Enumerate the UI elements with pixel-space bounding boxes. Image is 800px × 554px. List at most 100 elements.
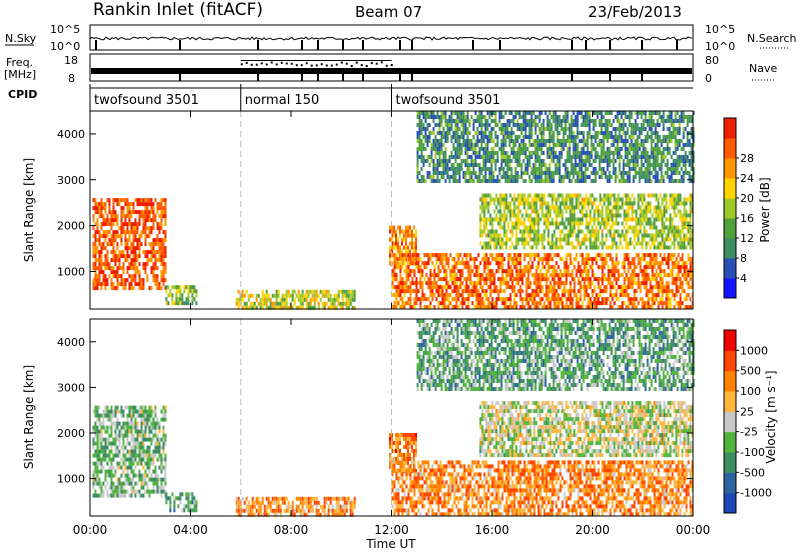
heatmap-cell: [554, 163, 557, 167]
heatmap-cell: [537, 237, 540, 242]
heatmap-cell: [608, 123, 611, 127]
heatmap-cell: [501, 261, 504, 266]
heatmap-cell: [563, 233, 566, 238]
heatmap-cell: [617, 221, 620, 226]
heatmap-cell: [285, 293, 288, 298]
heatmap-cell: [415, 245, 417, 250]
heatmap-cell: [130, 210, 133, 215]
heatmap-cell: [162, 198, 165, 203]
heatmap-cell: [611, 237, 614, 242]
heatmap-cell: [458, 143, 461, 147]
heatmap-cell: [633, 277, 636, 282]
heatmap-cell: [605, 285, 608, 290]
heatmap-cell: [549, 273, 552, 278]
heatmap-cell: [563, 305, 566, 310]
heatmap-cell: [545, 305, 548, 310]
heatmap-cell: [481, 205, 484, 210]
heatmap-cell: [635, 305, 638, 310]
heatmap-cell: [637, 205, 640, 210]
heatmap-cell: [335, 305, 338, 310]
heatmap-cell: [313, 297, 316, 302]
heatmap-cell: [512, 155, 515, 159]
heatmap-cell: [552, 159, 555, 163]
heatmap-cell: [620, 147, 623, 151]
heatmap-cell: [579, 229, 582, 234]
heatmap-cell: [683, 205, 686, 210]
heatmap-cell: [567, 293, 570, 298]
heatmap-cell: [164, 214, 167, 219]
heatmap-cell: [671, 269, 674, 274]
heatmap-cell: [481, 197, 484, 202]
heatmap-cell: [649, 277, 652, 282]
heatmap-cell: [587, 201, 590, 206]
heatmap-cell: [631, 301, 634, 306]
heatmap-cell: [457, 289, 460, 294]
heatmap-cell: [96, 218, 99, 223]
heatmap-cell: [477, 289, 480, 294]
heatmap-cell: [401, 257, 404, 262]
heatmap-cell: [525, 269, 528, 274]
heatmap-cell: [443, 273, 446, 278]
heatmap-cell: [535, 289, 538, 294]
heatmap-cell: [449, 253, 452, 258]
heatmap-cell: [517, 217, 520, 222]
heatmap-cell: [536, 147, 539, 151]
heatmap-cell: [644, 127, 647, 131]
heatmap-cell: [315, 289, 318, 294]
heatmap-cell: [685, 273, 688, 278]
heatmap-cell: [631, 241, 634, 246]
heatmap-cell: [644, 139, 647, 143]
heatmap-cell: [401, 281, 404, 286]
heatmap-cell: [487, 193, 490, 198]
heatmap-cell: [465, 257, 468, 262]
heatmap-cell: [431, 297, 434, 302]
heatmap-cell: [587, 221, 590, 226]
heatmap-cell: [609, 213, 612, 218]
heatmap-cell: [653, 241, 656, 246]
heatmap-cell: [555, 241, 558, 246]
heatmap-cell: [523, 217, 526, 222]
heatmap-cell: [671, 257, 674, 262]
heatmap-cell: [689, 225, 692, 230]
heatmap-cell: [504, 143, 507, 147]
heatmap-cell: [501, 253, 504, 258]
heatmap-cell: [420, 143, 423, 147]
heatmap-cell: [162, 206, 165, 211]
heatmap-cell: [572, 151, 575, 155]
heatmap-cell: [488, 179, 491, 183]
heatmap-cell: [620, 171, 623, 175]
heatmap-cell: [473, 261, 476, 266]
heatmap-cell: [500, 139, 503, 143]
heatmap-cell: [520, 115, 523, 119]
heatmap-cell: [579, 285, 582, 290]
heatmap-cell: [426, 123, 429, 127]
heatmap-cell: [102, 222, 105, 227]
heatmap-cell: [136, 202, 139, 207]
heatmap-cell: [181, 297, 184, 302]
heatmap-cell: [508, 139, 511, 143]
heatmap-cell: [601, 277, 604, 282]
heatmap-cell: [593, 201, 596, 206]
heatmap-cell: [665, 305, 668, 310]
heatmap-cell: [681, 301, 684, 306]
heatmap-cell: [476, 155, 479, 159]
heatmap-cell: [341, 301, 344, 306]
heatmap-cell: [525, 225, 528, 230]
heatmap-cell: [483, 213, 486, 218]
heatmap-cell: [559, 277, 562, 282]
heatmap-cell: [653, 265, 656, 270]
heatmap-cell: [626, 115, 629, 119]
heatmap-cell: [158, 214, 161, 219]
heatmap-cell: [118, 258, 121, 263]
heatmap-cell: [647, 289, 650, 294]
heatmap-cell: [164, 250, 167, 255]
heatmap-cell: [491, 273, 494, 278]
heatmap-cell: [643, 193, 646, 198]
heatmap-cell: [565, 265, 568, 270]
heatmap-cell: [257, 301, 260, 306]
heatmap-cell: [561, 301, 564, 306]
heatmap-cell: [598, 119, 601, 123]
heatmap-cell: [472, 127, 475, 131]
heatmap-cell: [574, 171, 577, 175]
heatmap-cell: [500, 167, 503, 171]
